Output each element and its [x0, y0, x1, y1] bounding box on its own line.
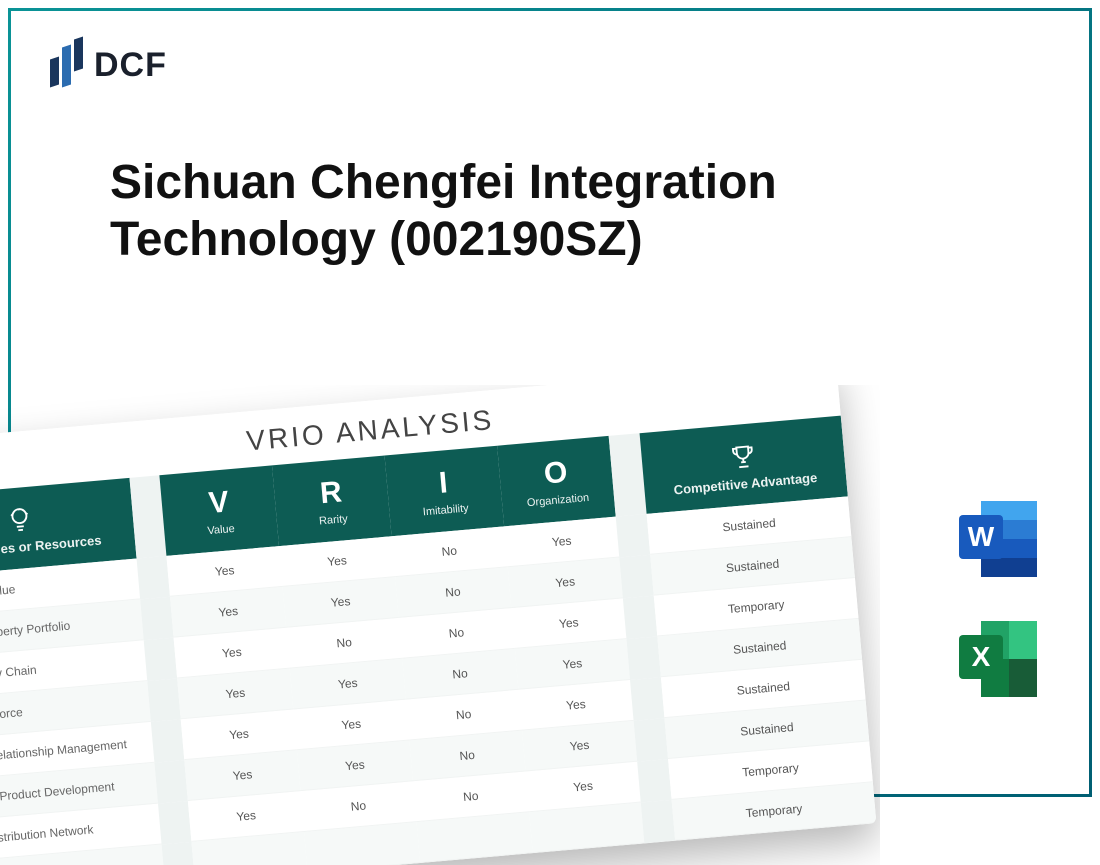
gap — [136, 556, 170, 599]
col-imitability: IImitability — [384, 446, 503, 537]
logo: DCF — [50, 38, 167, 92]
col-advantage-label: Competitive Advantage — [652, 468, 838, 499]
vrio-stage: VRIO ANALYSIS Capabilities or Resources … — [0, 385, 880, 865]
col-rarity: RRarity — [272, 456, 391, 547]
gap — [143, 637, 177, 681]
gap — [161, 841, 195, 865]
logo-bars-icon — [50, 38, 84, 92]
gap — [620, 554, 654, 598]
excel-letter: X — [972, 641, 991, 672]
col-value: VValue — [160, 465, 279, 556]
trophy-icon — [728, 441, 758, 471]
vrio-table: Capabilities or Resources VValue RRarity… — [0, 416, 876, 865]
gap — [150, 719, 184, 763]
gap — [627, 636, 661, 680]
cell-organization — [529, 802, 645, 853]
gap — [641, 799, 675, 843]
gap — [637, 758, 671, 802]
word-icon[interactable]: W — [953, 493, 1045, 585]
gap — [140, 596, 174, 640]
cell-imitability — [416, 812, 532, 863]
gap — [147, 678, 181, 722]
vrio-card: VRIO ANALYSIS Capabilities or Resources … — [0, 385, 876, 865]
page-title: Sichuan Chengfei Integration Technology … — [110, 155, 1010, 268]
file-icons: W X — [953, 493, 1045, 705]
gap — [630, 677, 664, 721]
gap — [634, 718, 668, 762]
lightbulb-icon — [4, 504, 34, 534]
word-letter: W — [968, 521, 995, 552]
excel-icon[interactable]: X — [953, 613, 1045, 705]
gap — [616, 514, 650, 557]
gap — [157, 800, 191, 844]
col-organization: OOrganization — [497, 436, 616, 527]
gap — [623, 595, 657, 639]
col-capabilities-label: Capabilities or Resources — [0, 530, 127, 563]
gap — [154, 760, 188, 804]
logo-text: DCF — [94, 46, 167, 85]
